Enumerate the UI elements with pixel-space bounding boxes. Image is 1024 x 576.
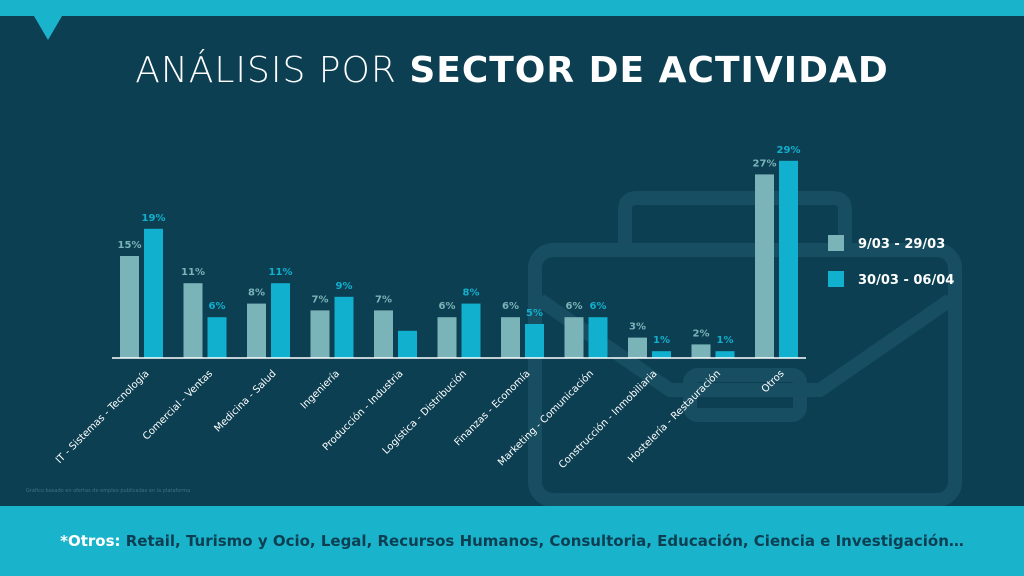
bar-s2-10 (779, 160, 798, 358)
value-labels-group: 15% 19% 11% 6% 8% 11% 7% 9% 7% 6% 8% 6% 5% 6% 6% 3% 1% 2%… (118, 145, 801, 346)
bar-s1-1 (183, 283, 203, 358)
source-note: Gráfico basado en ofertas de empleo publ… (26, 488, 191, 494)
legend-label-1: 9/03 - 29/03 (858, 237, 945, 252)
bar-s1-8 (628, 337, 647, 358)
value-label-s1-3: 7% (312, 294, 329, 305)
page-title: ANÁLISIS POR SECTOR DE ACTIVIDAD (0, 50, 1024, 91)
value-label-s1-6: 6% (502, 301, 519, 312)
value-label-s1-7: 6% (566, 301, 583, 312)
value-label-s2-1: 6% (209, 301, 226, 312)
bars-group (120, 160, 798, 358)
category-label-8: Construcción - Inmobiliaria (556, 368, 659, 471)
bar-s1-0 (120, 256, 139, 358)
category-label-3: Ingeniería (298, 368, 342, 412)
category-label-0: IT - Sistemas - Tecnología (53, 368, 151, 466)
value-label-s2-7: 6% (590, 301, 607, 312)
value-label-s2-10: 29% (777, 145, 801, 156)
others-footnote: *Otros: Retail, Turismo y Ocio, Legal, R… (0, 532, 1024, 550)
bar-s1-3 (310, 310, 330, 358)
bar-s2-0 (144, 228, 163, 358)
value-label-s1-2: 8% (248, 288, 265, 299)
bar-s1-9 (691, 344, 711, 358)
value-label-s2-5: 8% (463, 288, 480, 299)
value-label-s1-8: 3% (629, 322, 646, 333)
bar-s2-4 (398, 330, 417, 358)
value-label-s2-6: 5% (526, 308, 543, 319)
bar-s2-1 (207, 317, 227, 358)
footnote-text: Retail, Turismo y Ocio, Legal, Recursos … (120, 532, 964, 550)
legend-swatch-1 (828, 235, 844, 251)
value-label-s2-9: 1% (717, 335, 734, 346)
value-label-s2-0: 19% (142, 213, 166, 224)
bar-chart: 15% 19% 11% 6% 8% 11% 7% 9% 7% 6% 8% 6% 5% 6% 6% 3% 1% 2%… (53, 145, 962, 506)
value-label-s1-4: 7% (375, 294, 392, 305)
bar-s2-5 (461, 303, 481, 358)
value-label-s2-2: 11% (269, 267, 293, 278)
legend-label-2: 30/03 - 06/04 (858, 273, 954, 288)
category-label-2: Medicina - Salud (212, 368, 278, 434)
bar-s1-10 (755, 174, 774, 358)
legend-swatch-2 (828, 271, 844, 287)
value-label-s1-1: 11% (181, 267, 205, 278)
bar-s2-9 (715, 351, 735, 358)
bar-s1-7 (564, 317, 584, 358)
value-label-s1-5: 6% (439, 301, 456, 312)
title-bold-part: SECTOR DE ACTIVIDAD (409, 50, 889, 91)
value-label-s2-3: 9% (336, 281, 353, 292)
value-label-s2-8: 1% (653, 335, 670, 346)
bottom-accent-band (0, 506, 1024, 576)
legend: 9/03 - 29/03 30/03 - 06/04 (828, 235, 954, 288)
bar-s1-4 (374, 310, 393, 358)
title-light-part: ANÁLISIS POR (135, 50, 410, 91)
value-label-s1-0: 15% (118, 240, 142, 251)
bar-s2-7 (588, 317, 608, 358)
footnote-label: *Otros: (60, 532, 121, 550)
category-label-1: Comercial - Ventas (141, 368, 215, 442)
bar-s1-2 (247, 303, 266, 358)
bar-s1-5 (437, 317, 457, 358)
top-accent-band (0, 0, 1024, 16)
value-label-s1-9: 2% (693, 328, 710, 339)
corner-tab-shape (34, 16, 62, 40)
value-label-s1-10: 27% (753, 158, 777, 169)
bar-s2-8 (652, 351, 671, 358)
bar-s2-2 (271, 283, 290, 358)
bar-s2-6 (525, 324, 544, 358)
bar-s2-3 (334, 296, 354, 358)
bar-s1-6 (501, 317, 520, 358)
